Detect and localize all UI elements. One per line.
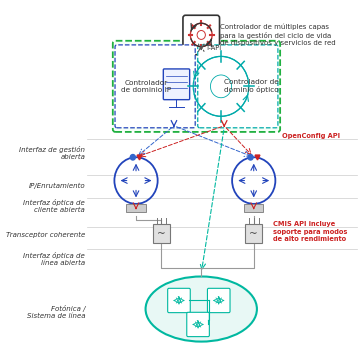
Text: λ: λ — [217, 296, 221, 305]
Text: Interfaz óptica de
línea abierta: Interfaz óptica de línea abierta — [23, 252, 85, 266]
Bar — [126, 204, 146, 212]
FancyBboxPatch shape — [115, 45, 195, 128]
Text: Fotónica /
Sistema de línea: Fotónica / Sistema de línea — [27, 305, 85, 320]
FancyBboxPatch shape — [168, 288, 190, 313]
Text: Controlador de múltiples capas
para la gestión del ciclo de vida
de dispositivos: Controlador de múltiples capas para la g… — [220, 23, 335, 46]
Text: CMIS API incluye
soporte para modos
de alto rendimiento: CMIS API incluye soporte para modos de a… — [273, 222, 347, 243]
FancyBboxPatch shape — [187, 312, 209, 337]
Circle shape — [248, 154, 253, 160]
FancyBboxPatch shape — [183, 15, 219, 55]
Text: ~: ~ — [249, 229, 258, 239]
Text: λ: λ — [196, 320, 200, 329]
Circle shape — [130, 154, 135, 160]
Text: IP/Enrutamiento: IP/Enrutamiento — [29, 183, 85, 189]
FancyBboxPatch shape — [208, 288, 230, 313]
Text: Interfaz óptica de
cliente abierta: Interfaz óptica de cliente abierta — [23, 199, 85, 213]
FancyBboxPatch shape — [245, 224, 262, 243]
Text: Controlador de
dominio óptico: Controlador de dominio óptico — [224, 79, 279, 94]
Text: Interfaz de gestión
abierta: Interfaz de gestión abierta — [19, 146, 85, 160]
Text: Transceptor coherente: Transceptor coherente — [6, 232, 85, 238]
FancyBboxPatch shape — [113, 41, 280, 132]
Text: T-API: T-API — [206, 45, 222, 51]
FancyBboxPatch shape — [163, 69, 190, 100]
Text: ~: ~ — [157, 229, 166, 239]
Text: Controlador
de dominio IP: Controlador de dominio IP — [121, 80, 171, 93]
Text: OpenConfig API: OpenConfig API — [282, 133, 340, 139]
FancyBboxPatch shape — [153, 224, 170, 243]
FancyBboxPatch shape — [198, 45, 278, 128]
Ellipse shape — [145, 277, 257, 342]
Bar — [244, 204, 264, 212]
Text: λ: λ — [177, 296, 181, 305]
